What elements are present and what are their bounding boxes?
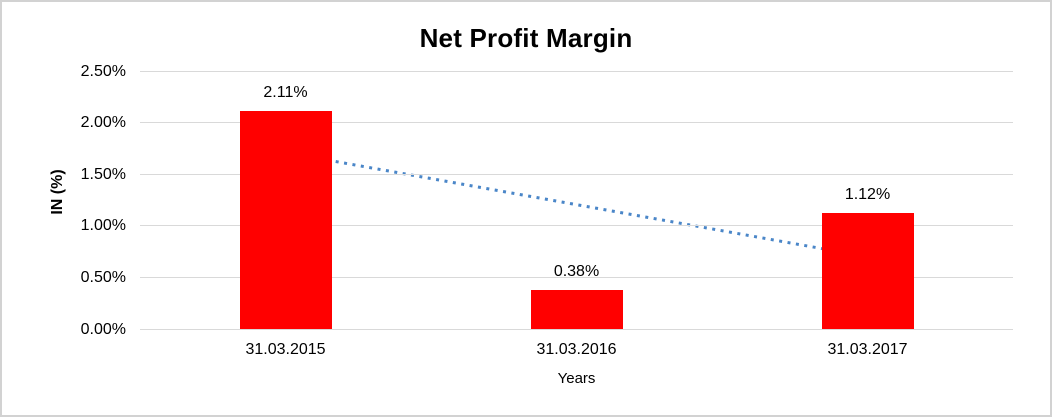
- data-label: 1.12%: [844, 186, 891, 204]
- y-tick-label: 0.00%: [80, 320, 126, 338]
- x-tick-label: 31.03.2015: [245, 341, 326, 358]
- bar-31.03.2015: [239, 111, 332, 329]
- gridline: [140, 70, 1013, 72]
- y-tick-label: 2.00%: [80, 114, 126, 132]
- x-tick-label: 31.03.2016: [536, 341, 617, 358]
- y-tick-label: 1.50%: [80, 165, 126, 183]
- x-tick-label: 31.03.2017: [827, 341, 908, 358]
- gridline: [140, 122, 1013, 124]
- y-tick-label: 0.50%: [80, 268, 126, 286]
- y-tick-label: 2.50%: [80, 62, 126, 80]
- gridline: [140, 328, 1013, 330]
- bar-31.03.2016: [530, 289, 623, 329]
- gridline: [140, 276, 1013, 278]
- gridline: [140, 173, 1013, 175]
- data-label: 2.11%: [263, 84, 308, 102]
- y-tick-label: 1.00%: [80, 217, 126, 235]
- chart-title: Net Profit Margin: [419, 23, 633, 53]
- data-label: 0.38%: [553, 262, 600, 280]
- bar-31.03.2017: [821, 213, 914, 329]
- x-axis-title: Years: [557, 370, 596, 387]
- plot-area: [140, 70, 1013, 330]
- gridline: [140, 225, 1013, 227]
